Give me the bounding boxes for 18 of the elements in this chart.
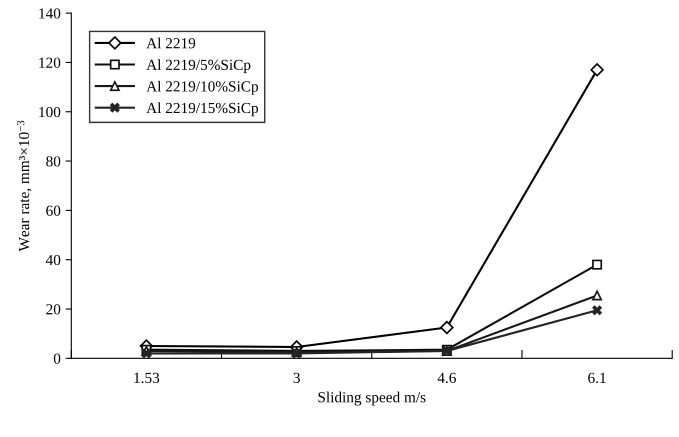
y-tick-label: 80 (46, 156, 60, 167)
y-tick-label: 40 (46, 254, 60, 266)
x-tick-label: 1.53 (134, 372, 160, 384)
x-tick-label: 4.6 (438, 372, 456, 384)
y-tick-label: 140 (39, 8, 60, 19)
legend-label: Al 2219/10%SiCp (146, 80, 258, 95)
legend-label: Al 2219 (146, 38, 196, 48)
x-tick-label: 3 (294, 372, 300, 383)
legend-label: Al 2219/5%SiCp (146, 59, 250, 74)
legend-label: Al 2219/15%SiCp (146, 102, 258, 116)
y-tick-label: 20 (46, 304, 60, 314)
y-tick-label: 60 (46, 206, 60, 216)
y-tick-label: 0 (54, 353, 60, 364)
x-axis-title: Sliding speed m/s (318, 392, 426, 406)
x-tick-label: 6.1 (588, 372, 606, 384)
y-tick-label: 100 (39, 106, 60, 118)
y-axis-title: Wear rate, mm³×10$^{−3}$ (17, 120, 32, 252)
y-tick-label: 120 (39, 58, 60, 68)
